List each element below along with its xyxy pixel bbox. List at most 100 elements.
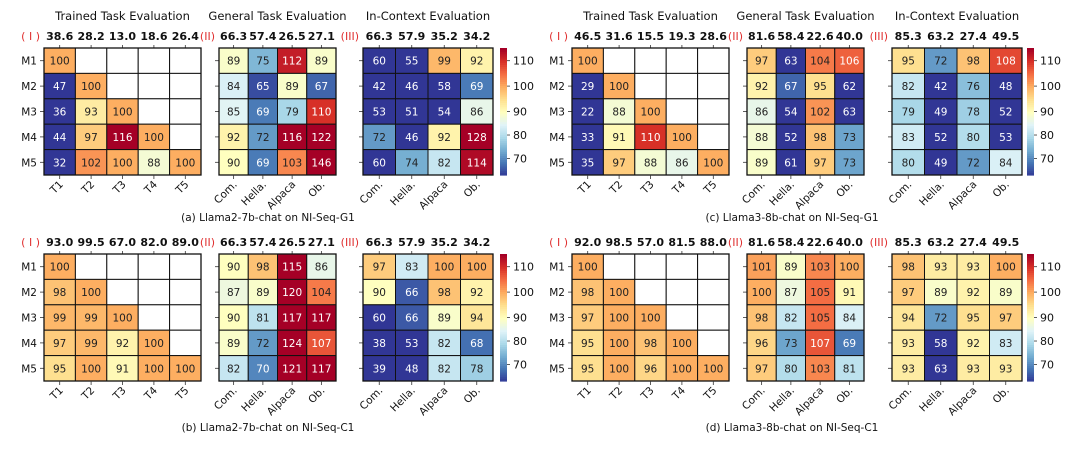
column-label: T5 xyxy=(701,385,719,403)
colorbar-tick-label: 90 xyxy=(513,312,527,325)
heatmap-cell xyxy=(697,149,730,176)
cell-value: 81 xyxy=(256,313,269,325)
cell-value: 90 xyxy=(227,262,240,274)
colorbar-segment xyxy=(1027,374,1034,378)
cell-value: 92 xyxy=(470,287,483,299)
column-label: T2 xyxy=(607,179,625,197)
colorbar-segment xyxy=(1027,264,1034,268)
cell-value: 63 xyxy=(843,107,856,119)
colorbar-segment xyxy=(500,98,507,102)
cell-value: 146 xyxy=(311,157,331,169)
cell-value: 54 xyxy=(784,107,798,119)
cell-value: 104 xyxy=(311,287,331,299)
cell-value: 52 xyxy=(934,132,947,144)
heatmap-panel: (II) 81.6 58.4 22.6 40.0 101 89 103 100 100 87 105 9… xyxy=(728,236,865,418)
heatmap-cell xyxy=(106,304,139,331)
column-label: T1 xyxy=(47,385,65,403)
colorbar-segment xyxy=(500,357,507,361)
cell-value: 82 xyxy=(438,157,451,169)
colorbar-segment xyxy=(1027,328,1034,331)
colorbar-segment xyxy=(1027,347,1034,350)
column-label: T3 xyxy=(110,179,128,197)
cell-value: 69 xyxy=(470,81,483,93)
colorbar-segment xyxy=(1027,254,1034,257)
colorbar-segment xyxy=(500,311,507,314)
colorbar-segment xyxy=(1027,279,1034,283)
heatmap-cell-empty xyxy=(697,304,730,331)
colorbar-segment xyxy=(1027,355,1034,359)
cell-value: 44 xyxy=(53,132,67,144)
cell-value: 98 xyxy=(581,287,594,299)
colorbar-segment xyxy=(500,342,507,346)
heatmap-cell xyxy=(306,72,337,100)
cell-value: 114 xyxy=(467,157,487,169)
colorbar-segment xyxy=(1027,81,1034,85)
cell-value: 65 xyxy=(256,81,269,93)
header-value: 27.4 xyxy=(960,236,987,249)
colorbar-segment xyxy=(500,155,507,159)
cell-value: 100 xyxy=(609,81,629,93)
cell-value: 95 xyxy=(581,338,594,350)
colorbar-segment xyxy=(1027,100,1034,104)
cell-value: 92 xyxy=(227,132,240,144)
colorbar-segment xyxy=(500,376,507,380)
header-value: 27.4 xyxy=(960,30,987,43)
colorbar-segment xyxy=(1027,56,1034,60)
colorbar-segment xyxy=(500,96,507,100)
heatmap-cell xyxy=(43,123,76,151)
heatmap-cell xyxy=(891,329,925,357)
column-label: T4 xyxy=(670,384,689,403)
cell-value: 98 xyxy=(438,287,451,299)
colorbar-segment xyxy=(1027,275,1034,278)
header-value: 19.3 xyxy=(668,30,695,43)
cell-value: 100 xyxy=(50,56,70,68)
cell-value: 100 xyxy=(672,338,692,350)
header-value: 49.5 xyxy=(992,30,1019,43)
heatmap-cell xyxy=(834,355,865,382)
figure-caption: (d) Llama3-8b-chat on NI-Seq-C1 xyxy=(706,422,879,434)
row-label: M3 xyxy=(549,107,565,119)
header-value: 82.0 xyxy=(140,236,167,249)
header-value: 26.4 xyxy=(172,30,199,43)
heatmap-cell xyxy=(74,329,108,357)
colorbar-segment xyxy=(1027,366,1034,369)
colorbar-segment xyxy=(1027,117,1034,121)
cell-value: 98 xyxy=(755,313,768,325)
colorbar-segment xyxy=(500,166,507,170)
colorbar-segment xyxy=(500,302,507,306)
header-value: 92.0 xyxy=(574,236,601,249)
colorbar-segment xyxy=(1027,58,1034,62)
column-label: Com. xyxy=(358,179,386,207)
cell-value: 72 xyxy=(967,157,980,169)
colorbar-segment xyxy=(500,347,507,350)
cell-value: 54 xyxy=(438,107,452,119)
heatmap-figure-1: Trained Task Evaluation ( I ) 46.5 31.6 15.5… xyxy=(549,9,1061,224)
cell-value: 99 xyxy=(84,313,97,325)
cell-value: 52 xyxy=(784,132,797,144)
grid-border xyxy=(218,253,337,382)
column-label: Com. xyxy=(887,179,915,207)
cell-value: 94 xyxy=(902,313,916,325)
cell-value: 100 xyxy=(703,157,723,169)
figure-caption: (a) Llama2-7b-chat on NI-Seq-G1 xyxy=(181,212,355,224)
cell-value: 95 xyxy=(53,363,66,375)
colorbar-segment xyxy=(500,62,507,66)
colorbar-segment xyxy=(1027,336,1034,340)
header-value: 89.0 xyxy=(172,236,199,249)
cell-value: 83 xyxy=(999,338,1012,350)
cell-value: 63 xyxy=(934,363,947,375)
colorbar-tick-label: 70 xyxy=(1040,153,1054,166)
colorbar-segment xyxy=(500,75,507,79)
colorbar-segment xyxy=(500,319,507,323)
colorbar-segment xyxy=(1027,345,1034,348)
colorbar-segment xyxy=(1027,325,1034,329)
cell-value: 96 xyxy=(644,363,658,375)
header-value: 99.5 xyxy=(78,236,105,249)
header-value: 15.5 xyxy=(637,30,664,43)
cell-value: 98 xyxy=(902,262,915,274)
cell-value: 115 xyxy=(282,262,302,274)
heatmap-cell-empty xyxy=(74,47,108,74)
cell-value: 53 xyxy=(373,107,386,119)
heatmap-cell-empty xyxy=(169,278,202,306)
cell-value: 102 xyxy=(810,107,830,119)
